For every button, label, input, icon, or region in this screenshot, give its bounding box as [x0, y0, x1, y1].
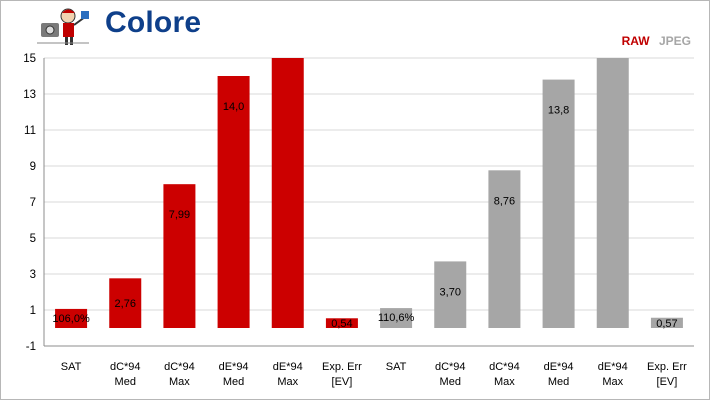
bar-jpeg: [488, 170, 521, 328]
x-category-label: dE*94: [544, 361, 574, 373]
x-category-label: dC*94: [435, 361, 466, 373]
legend-raw: RAW: [621, 34, 650, 48]
bar-raw: [271, 58, 304, 328]
legend-jpeg: JPEG: [658, 34, 691, 48]
x-category-label: Med: [223, 376, 244, 388]
data-label: 3,70: [440, 286, 461, 298]
x-category-label: dE*94: [598, 361, 628, 373]
data-label: 14,0: [223, 101, 244, 113]
y-tick-label: 9: [30, 161, 36, 173]
y-tick-label: 5: [30, 233, 36, 245]
y-tick-label: 3: [30, 269, 36, 281]
x-category-label: dC*94: [110, 361, 141, 373]
bar-raw: [163, 184, 196, 328]
x-category-label: dC*94: [489, 361, 520, 373]
y-tick-label: 11: [24, 125, 36, 137]
x-category-label: SAT: [61, 361, 82, 373]
x-category-label: Exp. Err: [322, 361, 362, 373]
bar-jpeg: [434, 261, 467, 328]
y-tick-label: 7: [30, 197, 36, 209]
x-category-label: Med: [548, 376, 569, 388]
x-category-label: dE*94: [219, 361, 249, 373]
x-category-label: Max: [602, 376, 623, 388]
bar-raw: [217, 76, 250, 328]
y-tick-label: 15: [23, 53, 36, 65]
y-tick-label: 1: [30, 305, 36, 317]
bar-jpeg: [596, 58, 629, 328]
x-category-label: Max: [169, 376, 190, 388]
bar-raw: [325, 318, 358, 328]
bar-jpeg: [650, 317, 683, 328]
x-category-label: dC*94: [164, 361, 195, 373]
legend: RAW JPEG: [622, 34, 691, 48]
data-label: 13,8: [548, 105, 569, 117]
x-category-label: [EV]: [657, 376, 678, 388]
bar-jpeg: [542, 79, 575, 328]
x-category-label: Med: [440, 376, 461, 388]
x-category-label: SAT: [386, 361, 407, 373]
data-label: 0,54: [331, 318, 352, 330]
data-label: 7,99: [169, 209, 190, 221]
x-category-label: Exp. Err: [647, 361, 687, 373]
data-label: 106,0%: [52, 313, 90, 325]
data-label: 0,57: [656, 318, 677, 330]
x-category-label: [EV]: [332, 376, 353, 388]
x-category-label: Max: [277, 376, 298, 388]
data-label: 8,76: [494, 195, 515, 207]
data-label: 2,76: [115, 298, 136, 310]
y-tick-label: -1: [26, 341, 36, 353]
x-category-label: dE*94: [273, 361, 303, 373]
data-label: 110,6%: [378, 312, 415, 324]
bar-raw: [55, 308, 88, 328]
x-category-label: Med: [115, 376, 136, 388]
bar-raw: [109, 278, 142, 328]
chart-title: Colore: [105, 6, 202, 39]
y-tick-label: 13: [23, 89, 36, 101]
x-category-label: Max: [494, 376, 515, 388]
bar-jpeg: [380, 308, 413, 328]
photographer-mascot-logo-icon: [37, 8, 89, 45]
